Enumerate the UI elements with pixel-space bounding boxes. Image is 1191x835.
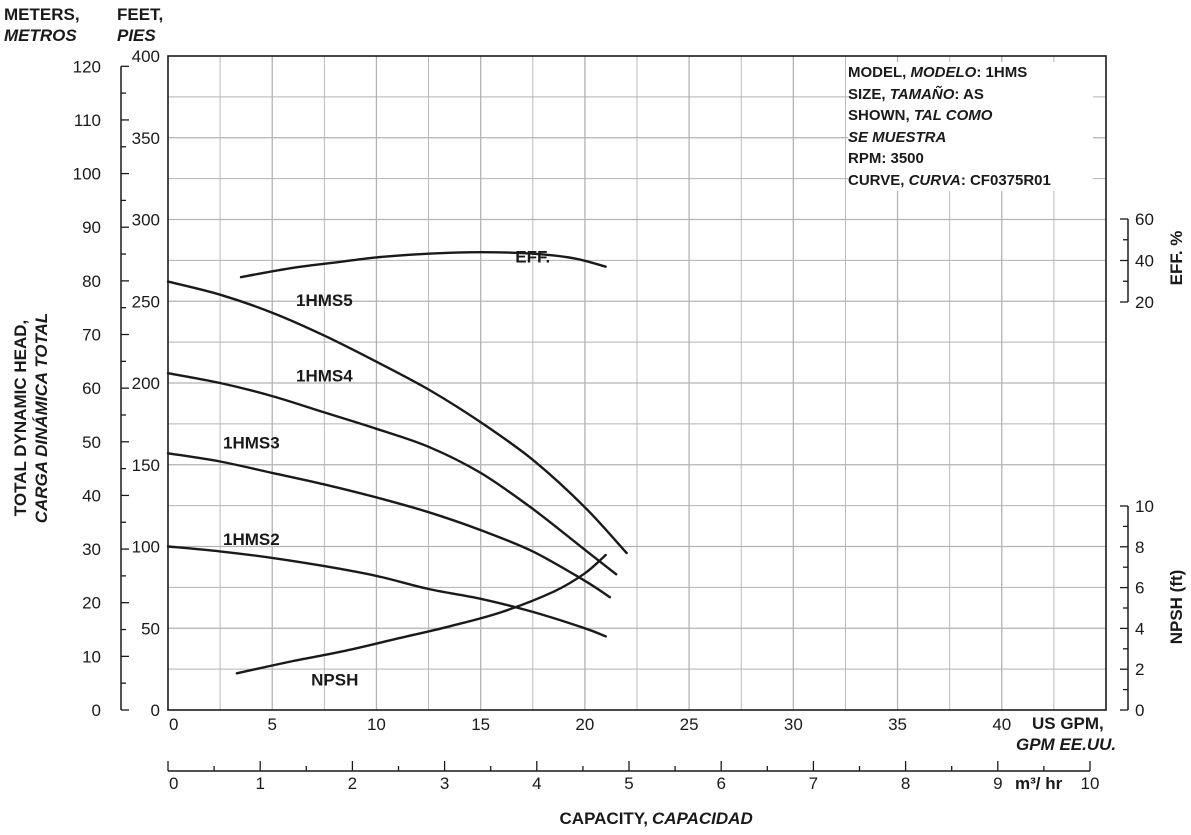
left-axis-title-es: CARGA DINÁMICA TOTAL <box>32 313 51 524</box>
m3hr-tick-label: 3 <box>440 774 449 793</box>
meters-tick-label: 100 <box>73 165 101 184</box>
x-axis-title-es: CAPACIDAD <box>652 809 753 828</box>
eff-tick-label: 40 <box>1135 252 1154 271</box>
feet-tick-label: 300 <box>132 211 160 230</box>
rpm-line: RPM: 3500 <box>848 150 924 167</box>
feet-tick-label: 150 <box>132 456 160 475</box>
meters-tick-label: 80 <box>82 272 101 291</box>
feet-tick-label: 400 <box>132 47 160 66</box>
gpm-tick-label: 40 <box>992 715 1011 734</box>
gpm-tick-label: 30 <box>784 715 803 734</box>
meters-tick-label: 10 <box>82 647 101 666</box>
npsh-tick-label: 0 <box>1135 701 1144 720</box>
eff-tick-label: 60 <box>1135 210 1154 229</box>
meters-tick-label: 20 <box>82 594 101 613</box>
m3hr-tick-label: 8 <box>901 774 910 793</box>
series-label-1hms4: 1HMS4 <box>296 366 353 385</box>
eff-axis-title: EFF. % <box>1167 231 1186 286</box>
series-label-1hms2: 1HMS2 <box>223 530 280 549</box>
shown-line-es: SE MUESTRA <box>848 128 947 146</box>
feet-tick-label: 250 <box>132 292 160 311</box>
meters-tick-label: 30 <box>82 540 101 559</box>
gpm-tick-label: 0 <box>169 715 178 734</box>
series-label-npsh: NPSH <box>311 671 358 690</box>
meters-tick-label: 90 <box>82 218 101 237</box>
curve-line: CURVE, CURVA: CF0375R01 <box>848 171 1051 189</box>
feet-tick-label: 50 <box>141 619 160 638</box>
m3hr-tick-label: 5 <box>624 774 633 793</box>
m3hr-tick-label: 1 <box>255 774 264 793</box>
m3hr-tick-label: 2 <box>348 774 357 793</box>
series-line-1hms3 <box>166 452 612 599</box>
gpm-tick-label: 25 <box>680 715 699 734</box>
model-info-box: MODEL, MODELO: 1HMS SIZE, TAMAÑO: AS SHO… <box>848 62 1093 191</box>
feet-tick-label: 100 <box>132 538 160 557</box>
feet-tick-label: 350 <box>132 129 160 148</box>
gpm-unit-label: US GPM, <box>1032 714 1104 733</box>
shown-line: SHOWN, TAL COMO <box>848 107 993 124</box>
left-axis-title: TOTAL DYNAMIC HEAD, <box>11 320 30 516</box>
feet-tick-label: 200 <box>132 374 160 393</box>
model-line: MODEL, MODELO: 1HMS <box>848 64 1028 81</box>
meters-unit-label-es: METROS <box>4 26 77 45</box>
plot-frame <box>167 55 1107 711</box>
feet-unit-label: FEET, <box>117 5 163 24</box>
npsh-tick-label: 8 <box>1135 538 1144 557</box>
gpm-tick-label: 10 <box>367 715 386 734</box>
npsh-tick-label: 10 <box>1135 497 1154 516</box>
axes: 0501001502002503003504000102030405060708… <box>73 47 1154 793</box>
series-label-eff: EFF. <box>515 248 550 267</box>
m3hr-tick-label: 6 <box>716 774 725 793</box>
meters-tick-label: 0 <box>92 701 101 720</box>
npsh-tick-label: 2 <box>1135 660 1144 679</box>
series-line-npsh <box>235 553 607 675</box>
meters-unit-label: METERS, <box>4 5 80 24</box>
series <box>166 250 628 675</box>
m3hr-tick-label: 9 <box>993 774 1002 793</box>
gpm-unit-label-es: GPM EE.UU. <box>1016 735 1116 754</box>
npsh-axis-title: NPSH (ft) <box>1167 570 1186 645</box>
meters-tick-label: 60 <box>82 379 101 398</box>
meters-tick-label: 70 <box>82 326 101 345</box>
meters-tick-label: 110 <box>74 111 101 130</box>
series-line-1hms4 <box>166 372 618 576</box>
x-axis-title: CAPACITY, <box>560 809 648 828</box>
m3hr-unit-label: m³/ hr <box>1015 774 1063 793</box>
gpm-tick-label: 5 <box>267 715 276 734</box>
m3hr-tick-label: 0 <box>169 774 178 793</box>
series-label-1hms3: 1HMS3 <box>223 433 280 452</box>
series-line-eff <box>239 250 607 279</box>
meters-tick-label: 120 <box>73 57 101 76</box>
m3hr-tick-label: 4 <box>532 774 541 793</box>
npsh-tick-label: 4 <box>1135 619 1144 638</box>
grid <box>168 56 1106 710</box>
eff-tick-label: 20 <box>1135 293 1154 312</box>
series-line-1hms2 <box>166 545 607 638</box>
meters-tick-label: 40 <box>82 486 101 505</box>
series-labels: 1HMS5 1HMS4 1HMS3 1HMS2 EFF. NPSH <box>223 248 550 690</box>
gpm-tick-label: 20 <box>575 715 594 734</box>
gpm-tick-label: 35 <box>888 715 907 734</box>
meters-tick-label: 50 <box>82 433 101 452</box>
series-line-1hms5 <box>166 280 628 555</box>
feet-tick-label: 0 <box>151 701 160 720</box>
m3hr-tick-label: 7 <box>809 774 818 793</box>
series-label-1hms5: 1HMS5 <box>296 291 353 310</box>
m3hr-tick-label: 10 <box>1081 774 1100 793</box>
size-line: SIZE, TAMAÑO: AS <box>848 85 984 103</box>
feet-unit-label-es: PIES <box>117 26 156 45</box>
npsh-tick-label: 6 <box>1135 579 1144 598</box>
gpm-tick-label: 15 <box>471 715 490 734</box>
